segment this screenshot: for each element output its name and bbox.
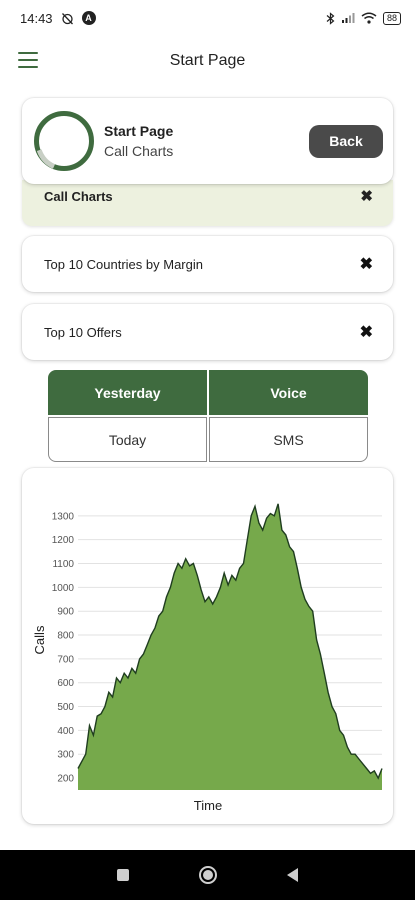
- report-item-countries[interactable]: Top 10 Countries by Margin ✖: [22, 236, 393, 292]
- y-tick-label: 1000: [52, 583, 75, 594]
- y-tick-labels: 200 300 400 500 600 700 800 900 1000 1100 1200 1300: [52, 511, 75, 784]
- y-axis-label: Calls: [32, 625, 47, 654]
- recents-square-icon[interactable]: [117, 869, 129, 881]
- close-icon[interactable]: ✖: [359, 324, 373, 341]
- report-item-offers[interactable]: Top 10 Offers ✖: [22, 304, 393, 360]
- back-button[interactable]: Back: [309, 124, 383, 158]
- back-triangle-icon[interactable]: [287, 868, 298, 882]
- header-text: Start Page Call Charts: [104, 123, 309, 159]
- segment-sms[interactable]: SMS: [209, 417, 368, 462]
- status-right: 88: [326, 11, 401, 25]
- status-bar: 14:43 A 88: [0, 0, 415, 36]
- y-tick-label: 700: [57, 654, 74, 665]
- alarm-off-icon: [61, 12, 73, 24]
- y-tick-label: 800: [57, 631, 74, 642]
- calls-area-chart: 200 300 400 500 600 700 800 900 1000 1100 1200 1300…: [32, 503, 383, 813]
- segment-today[interactable]: Today: [48, 417, 207, 462]
- wifi-icon: [361, 12, 377, 24]
- bluetooth-icon: [326, 11, 335, 25]
- chart-card: 200 300 400 500 600 700 800 900 1000 1100 1200 1300…: [22, 468, 393, 824]
- y-tick-label: 200: [57, 774, 74, 785]
- segment-voice[interactable]: Voice: [209, 370, 368, 415]
- y-tick-label: 900: [57, 607, 74, 618]
- home-circle-icon[interactable]: [199, 866, 217, 884]
- progress-ring-icon: [34, 111, 94, 171]
- header-title: Start Page: [104, 123, 174, 139]
- y-tick-label: 1300: [52, 511, 75, 522]
- system-nav-bar: [0, 850, 415, 900]
- cellular-signal-icon: [341, 13, 355, 23]
- status-left: 14:43 A: [20, 11, 96, 26]
- header-subtitle: Call Charts: [104, 143, 174, 159]
- y-tick-label: 300: [57, 750, 74, 761]
- app-bar: Start Page: [0, 36, 415, 86]
- notification-badge-icon: A: [81, 11, 96, 25]
- status-time: 14:43: [20, 10, 53, 26]
- page-title: Start Page: [169, 52, 246, 69]
- calls-area-fill: [78, 503, 382, 790]
- strip-label: Call Charts: [44, 188, 113, 204]
- hamburger-menu-icon[interactable]: [18, 52, 38, 68]
- battery-indicator: 88: [382, 11, 401, 25]
- y-tick-label: 600: [57, 678, 74, 689]
- segment-controls: Yesterday Voice Today SMS: [48, 370, 368, 462]
- calls-series-line: [77, 503, 383, 780]
- header-card: Start Page Call Charts Back: [22, 98, 393, 184]
- call-charts-strip[interactable]: Call Charts ✖: [22, 180, 393, 226]
- y-tick-label: 1100: [52, 559, 74, 570]
- y-tick-label: 500: [57, 702, 74, 713]
- y-tick-label: 1200: [52, 535, 75, 546]
- segment-yesterday[interactable]: Yesterday: [48, 370, 207, 415]
- x-axis-label: Time: [194, 798, 222, 813]
- report-item-label: Top 10 Offers: [44, 324, 122, 340]
- report-item-label: Top 10 Countries by Margin: [44, 256, 203, 272]
- close-icon[interactable]: ✖: [359, 256, 373, 273]
- close-icon[interactable]: ✖: [360, 188, 373, 205]
- y-tick-label: 400: [57, 726, 74, 737]
